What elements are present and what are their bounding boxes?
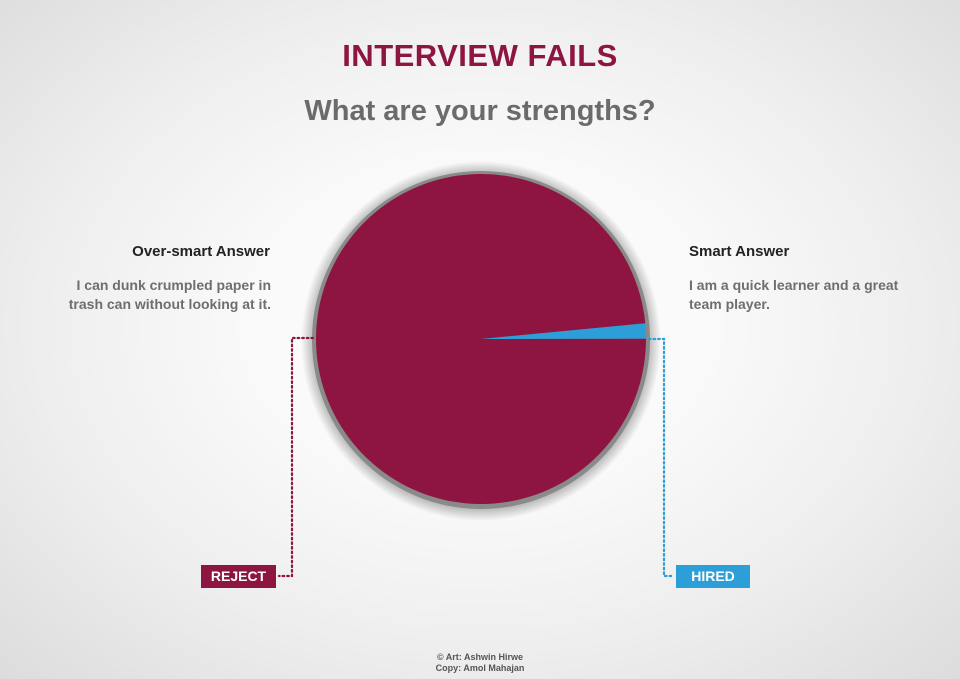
chart-subtitle: What are your strengths? xyxy=(304,95,656,127)
pie-slices xyxy=(316,174,647,505)
credit-art: © Art: Ashwin Hirwe xyxy=(437,652,523,662)
hired-badge: HIRED xyxy=(676,565,750,588)
over-smart-text: I can dunk crumpled paper in trash can w… xyxy=(68,277,271,312)
pie-slice-smart-answer xyxy=(481,323,646,339)
pie-slice-over-smart-answer xyxy=(316,174,647,505)
reject-connector xyxy=(277,336,315,578)
credits: © Art: Ashwin Hirwe Copy: Amol Mahajan xyxy=(0,652,960,674)
hired-connector xyxy=(647,337,676,578)
over-smart-heading: Over-smart Answer xyxy=(132,243,270,260)
page-title: INTERVIEW FAILS xyxy=(342,38,618,73)
reject-badge: REJECT xyxy=(201,565,276,588)
smart-heading: Smart Answer xyxy=(689,243,790,260)
smart-text: I am a quick learner and a great team pl… xyxy=(689,277,899,312)
credit-copy: Copy: Amol Mahajan xyxy=(435,663,525,673)
